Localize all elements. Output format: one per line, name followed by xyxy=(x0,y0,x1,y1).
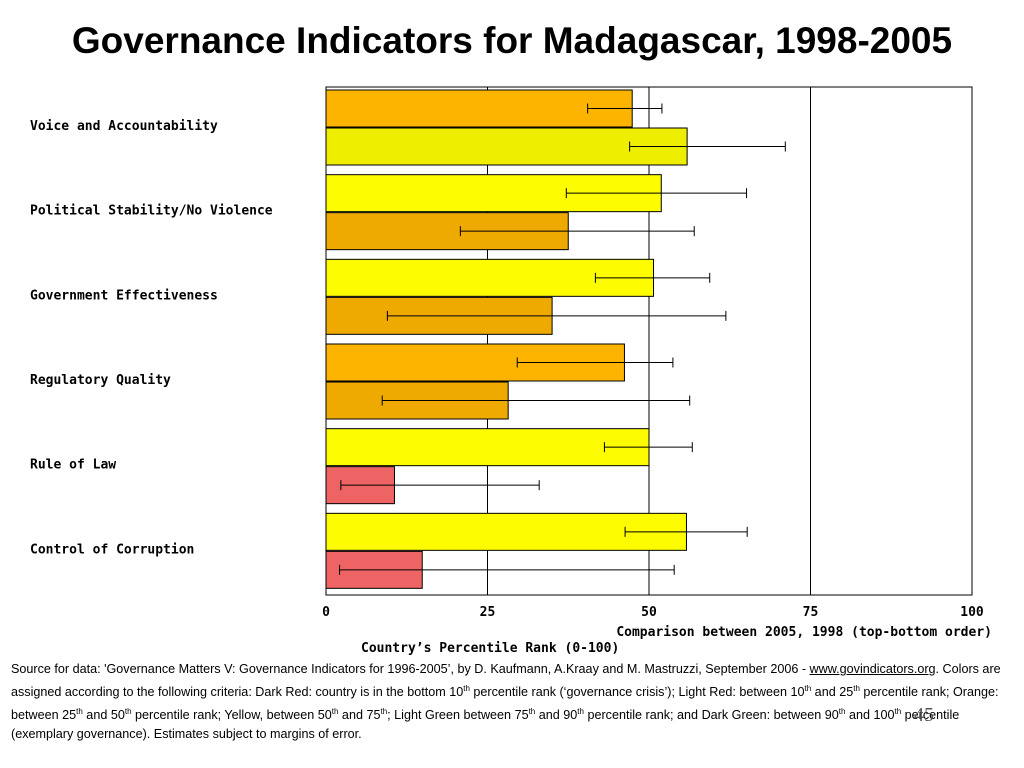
error-bar xyxy=(339,564,675,575)
error-bar xyxy=(629,141,786,152)
source-note: Source for data: 'Governance Matters V: … xyxy=(11,660,1011,744)
error-bar xyxy=(381,395,691,406)
category-label: Government Effectiveness xyxy=(30,288,218,303)
error-bar xyxy=(594,272,711,283)
error-bar xyxy=(587,103,663,114)
source-prefix: Source for data: 'Governance Matters V: … xyxy=(11,662,810,676)
category-labels: Voice and Accountability Political Stabil… xyxy=(30,119,273,557)
slide-number: 45 xyxy=(914,704,934,726)
category-label: Regulatory Quality xyxy=(30,373,171,388)
category-label: Rule of Law xyxy=(30,458,116,473)
grid-lines xyxy=(487,87,811,595)
x-tick-label: 75 xyxy=(803,605,819,620)
chart: Voice and Accountability Political Stabil… xyxy=(30,86,992,656)
x-tick-label: 25 xyxy=(480,605,496,620)
category-label: Control of Corruption xyxy=(30,542,194,557)
x-tick-label: 50 xyxy=(641,605,657,620)
x-axis-label: Country’s Percentile Rank (0-100) xyxy=(361,641,619,656)
legend-note: Comparison between 2005, 1998 (top-botto… xyxy=(616,625,992,640)
category-label: Political Stability/No Violence xyxy=(30,204,273,219)
error-bar xyxy=(386,310,727,321)
category-label: Voice and Accountability xyxy=(30,119,218,134)
bar xyxy=(325,428,650,467)
error-bar xyxy=(340,480,540,491)
error-bar xyxy=(603,442,693,453)
error-bars xyxy=(339,103,786,575)
source-criteria: . Colors are assigned according to the f… xyxy=(11,662,1001,742)
x-tick-label: 0 xyxy=(322,605,330,620)
error-bar xyxy=(516,357,674,368)
x-tick-label: 100 xyxy=(960,605,984,620)
error-bar xyxy=(624,526,748,537)
error-bar xyxy=(565,188,748,199)
source-link[interactable]: www.govindicators.org xyxy=(809,662,936,676)
bar xyxy=(325,89,633,128)
error-bar xyxy=(459,226,695,237)
slide-title: Governance Indicators for Madagascar, 19… xyxy=(71,20,953,61)
x-tick-labels: 0 25 50 75 100 xyxy=(322,605,984,620)
